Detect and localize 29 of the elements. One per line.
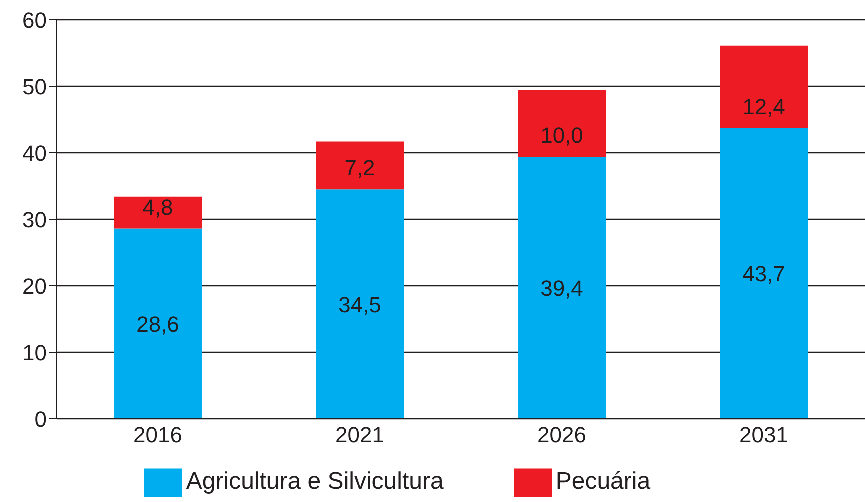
bar: [720, 128, 808, 419]
data-label: 39,4: [540, 276, 584, 301]
data-label: 7,2: [344, 156, 376, 181]
legend-label: Agricultura e Silvicultura: [186, 468, 444, 496]
data-label: 12,4: [742, 94, 786, 120]
bar: [720, 46, 808, 128]
y-tick-label: 30: [22, 207, 47, 232]
y-tick-label: 50: [22, 74, 47, 100]
x-tick-label: 2016: [134, 422, 182, 448]
bar: [114, 228, 202, 419]
y-tick-label: 10: [22, 340, 47, 366]
y-tick-label: 40: [22, 140, 47, 166]
bar: [518, 90, 606, 157]
bar: [316, 142, 404, 190]
data-label: 4,8: [142, 194, 174, 220]
x-tick-label: 2031: [740, 422, 788, 448]
data-label: 10,0: [540, 122, 584, 148]
bar: [316, 190, 404, 419]
x-tick-label: 2026: [538, 422, 586, 448]
bar: [518, 156, 606, 419]
y-tick-label: 0: [34, 406, 47, 432]
bar: [114, 196, 202, 229]
x-tick-label: 2021: [336, 422, 384, 448]
legend-label: Pecuária: [556, 468, 651, 496]
data-label: 43,7: [742, 262, 786, 287]
y-tick-label: 20: [22, 274, 47, 299]
y-tick-label: 60: [22, 8, 47, 33]
data-label: 28,6: [136, 312, 180, 337]
data-label: 34,5: [338, 292, 382, 318]
